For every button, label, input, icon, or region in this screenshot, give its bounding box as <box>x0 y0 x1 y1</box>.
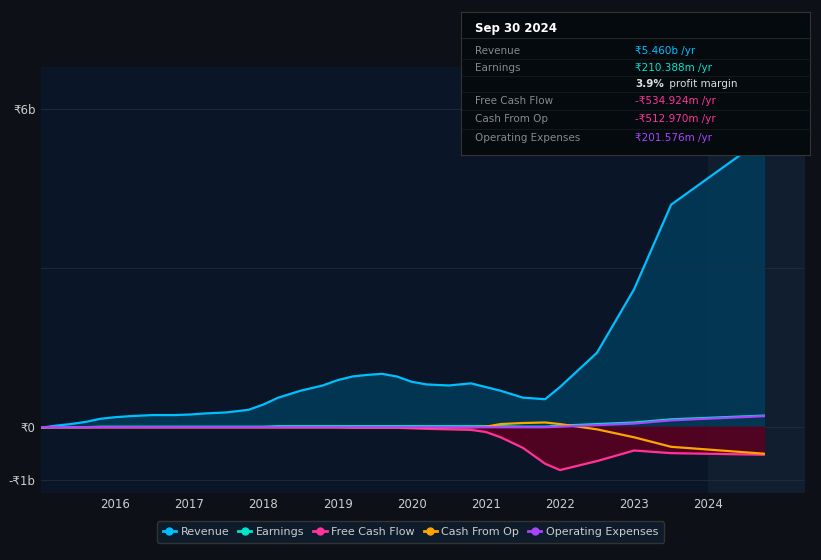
Text: ₹201.576m /yr: ₹201.576m /yr <box>635 133 712 143</box>
Text: -₹534.924m /yr: -₹534.924m /yr <box>635 96 716 106</box>
Text: -₹512.970m /yr: -₹512.970m /yr <box>635 114 716 124</box>
Text: 3.9%: 3.9% <box>635 79 664 88</box>
Text: profit margin: profit margin <box>667 79 738 88</box>
Text: ₹5.460b /yr: ₹5.460b /yr <box>635 46 695 56</box>
Text: Operating Expenses: Operating Expenses <box>475 133 580 143</box>
Legend: Revenue, Earnings, Free Cash Flow, Cash From Op, Operating Expenses: Revenue, Earnings, Free Cash Flow, Cash … <box>157 521 664 543</box>
Text: ₹210.388m /yr: ₹210.388m /yr <box>635 63 712 73</box>
Text: Sep 30 2024: Sep 30 2024 <box>475 22 557 35</box>
Text: Earnings: Earnings <box>475 63 520 73</box>
Text: Revenue: Revenue <box>475 46 520 56</box>
Bar <box>709 67 805 493</box>
Text: Free Cash Flow: Free Cash Flow <box>475 96 553 106</box>
Text: Cash From Op: Cash From Op <box>475 114 548 124</box>
